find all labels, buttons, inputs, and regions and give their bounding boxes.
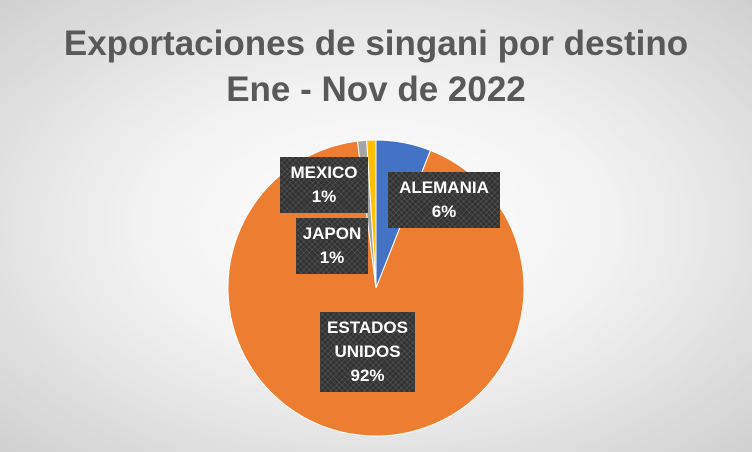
- data-label: ALEMANIA 6%: [388, 172, 500, 228]
- label-value: 1%: [319, 248, 345, 267]
- data-label: MEXICO 1%: [280, 157, 368, 213]
- pie-slice: [366, 139, 377, 289]
- label-category: JAPON: [302, 224, 362, 243]
- label-value: 1%: [311, 187, 337, 206]
- label-value: 92%: [350, 366, 385, 385]
- data-label: ESTADOS UNIDOS 92%: [320, 312, 415, 392]
- chart-title: Exportaciones de singani por destino: [63, 24, 689, 63]
- chart-subtitle: Ene - Nov de 2022: [226, 70, 526, 109]
- label-category: MEXICO: [290, 163, 358, 182]
- label-category: ESTADOS UNIDOS: [327, 318, 408, 361]
- label-value: 6%: [431, 202, 457, 221]
- label-category: ALEMANIA: [399, 178, 489, 197]
- data-label: JAPON 1%: [296, 218, 368, 274]
